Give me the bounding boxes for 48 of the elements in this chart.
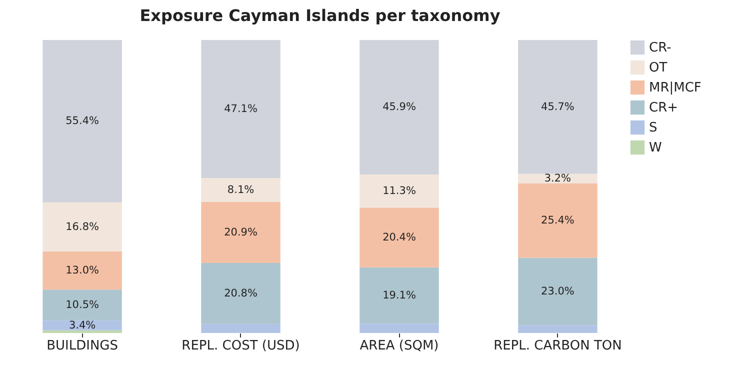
data-label: 23.0% bbox=[541, 285, 574, 298]
bar bbox=[201, 324, 280, 333]
bar bbox=[42, 290, 122, 320]
bar bbox=[201, 178, 280, 202]
bar bbox=[201, 202, 280, 263]
bar bbox=[518, 174, 598, 184]
data-label: 3.2% bbox=[544, 172, 572, 185]
legend-label: CR- bbox=[649, 40, 672, 56]
bar bbox=[518, 40, 598, 174]
legend-label: W bbox=[649, 140, 662, 156]
bar bbox=[360, 40, 439, 174]
bar bbox=[42, 330, 122, 333]
bar bbox=[360, 267, 439, 324]
legend-label: MR|MCF bbox=[649, 80, 702, 96]
data-label: 16.8% bbox=[66, 220, 99, 233]
x-tick-label: REPL. COST (USD) bbox=[182, 338, 300, 354]
data-label: 11.3% bbox=[382, 185, 416, 198]
data-label: 20.9% bbox=[224, 226, 258, 238]
data-label: 55.4% bbox=[66, 115, 99, 128]
legend-label: CR+ bbox=[649, 100, 678, 116]
data-label: 10.5% bbox=[66, 299, 99, 312]
bar bbox=[360, 323, 439, 333]
legend-label: S bbox=[649, 120, 658, 136]
x-tick-label: BUILDINGS bbox=[46, 338, 118, 354]
bar bbox=[360, 174, 439, 208]
bar bbox=[518, 258, 598, 326]
data-label: 20.8% bbox=[224, 287, 258, 300]
bar bbox=[518, 183, 598, 258]
bar bbox=[201, 40, 280, 178]
x-tick-label: REPL. CARBON TON bbox=[494, 338, 622, 354]
data-label: 13.0% bbox=[66, 264, 99, 277]
data-label: 20.4% bbox=[382, 231, 416, 244]
bar bbox=[42, 252, 122, 290]
bar bbox=[518, 325, 598, 333]
bar bbox=[42, 202, 122, 252]
data-label: 45.9% bbox=[382, 101, 416, 114]
data-label: 19.1% bbox=[382, 289, 416, 302]
bar bbox=[201, 262, 280, 324]
x-tick-label: AREA (SQM) bbox=[360, 338, 439, 354]
bar bbox=[360, 208, 439, 268]
bar bbox=[42, 40, 122, 202]
data-label: 47.1% bbox=[224, 103, 258, 115]
data-label: 25.4% bbox=[541, 214, 574, 226]
chart-title: Exposure Cayman Islands per taxonomy bbox=[140, 6, 501, 25]
data-label: 3.4% bbox=[68, 319, 96, 332]
data-label: 45.7% bbox=[541, 100, 574, 113]
data-label: 8.1% bbox=[227, 184, 254, 196]
legend-label: OT bbox=[649, 60, 668, 76]
